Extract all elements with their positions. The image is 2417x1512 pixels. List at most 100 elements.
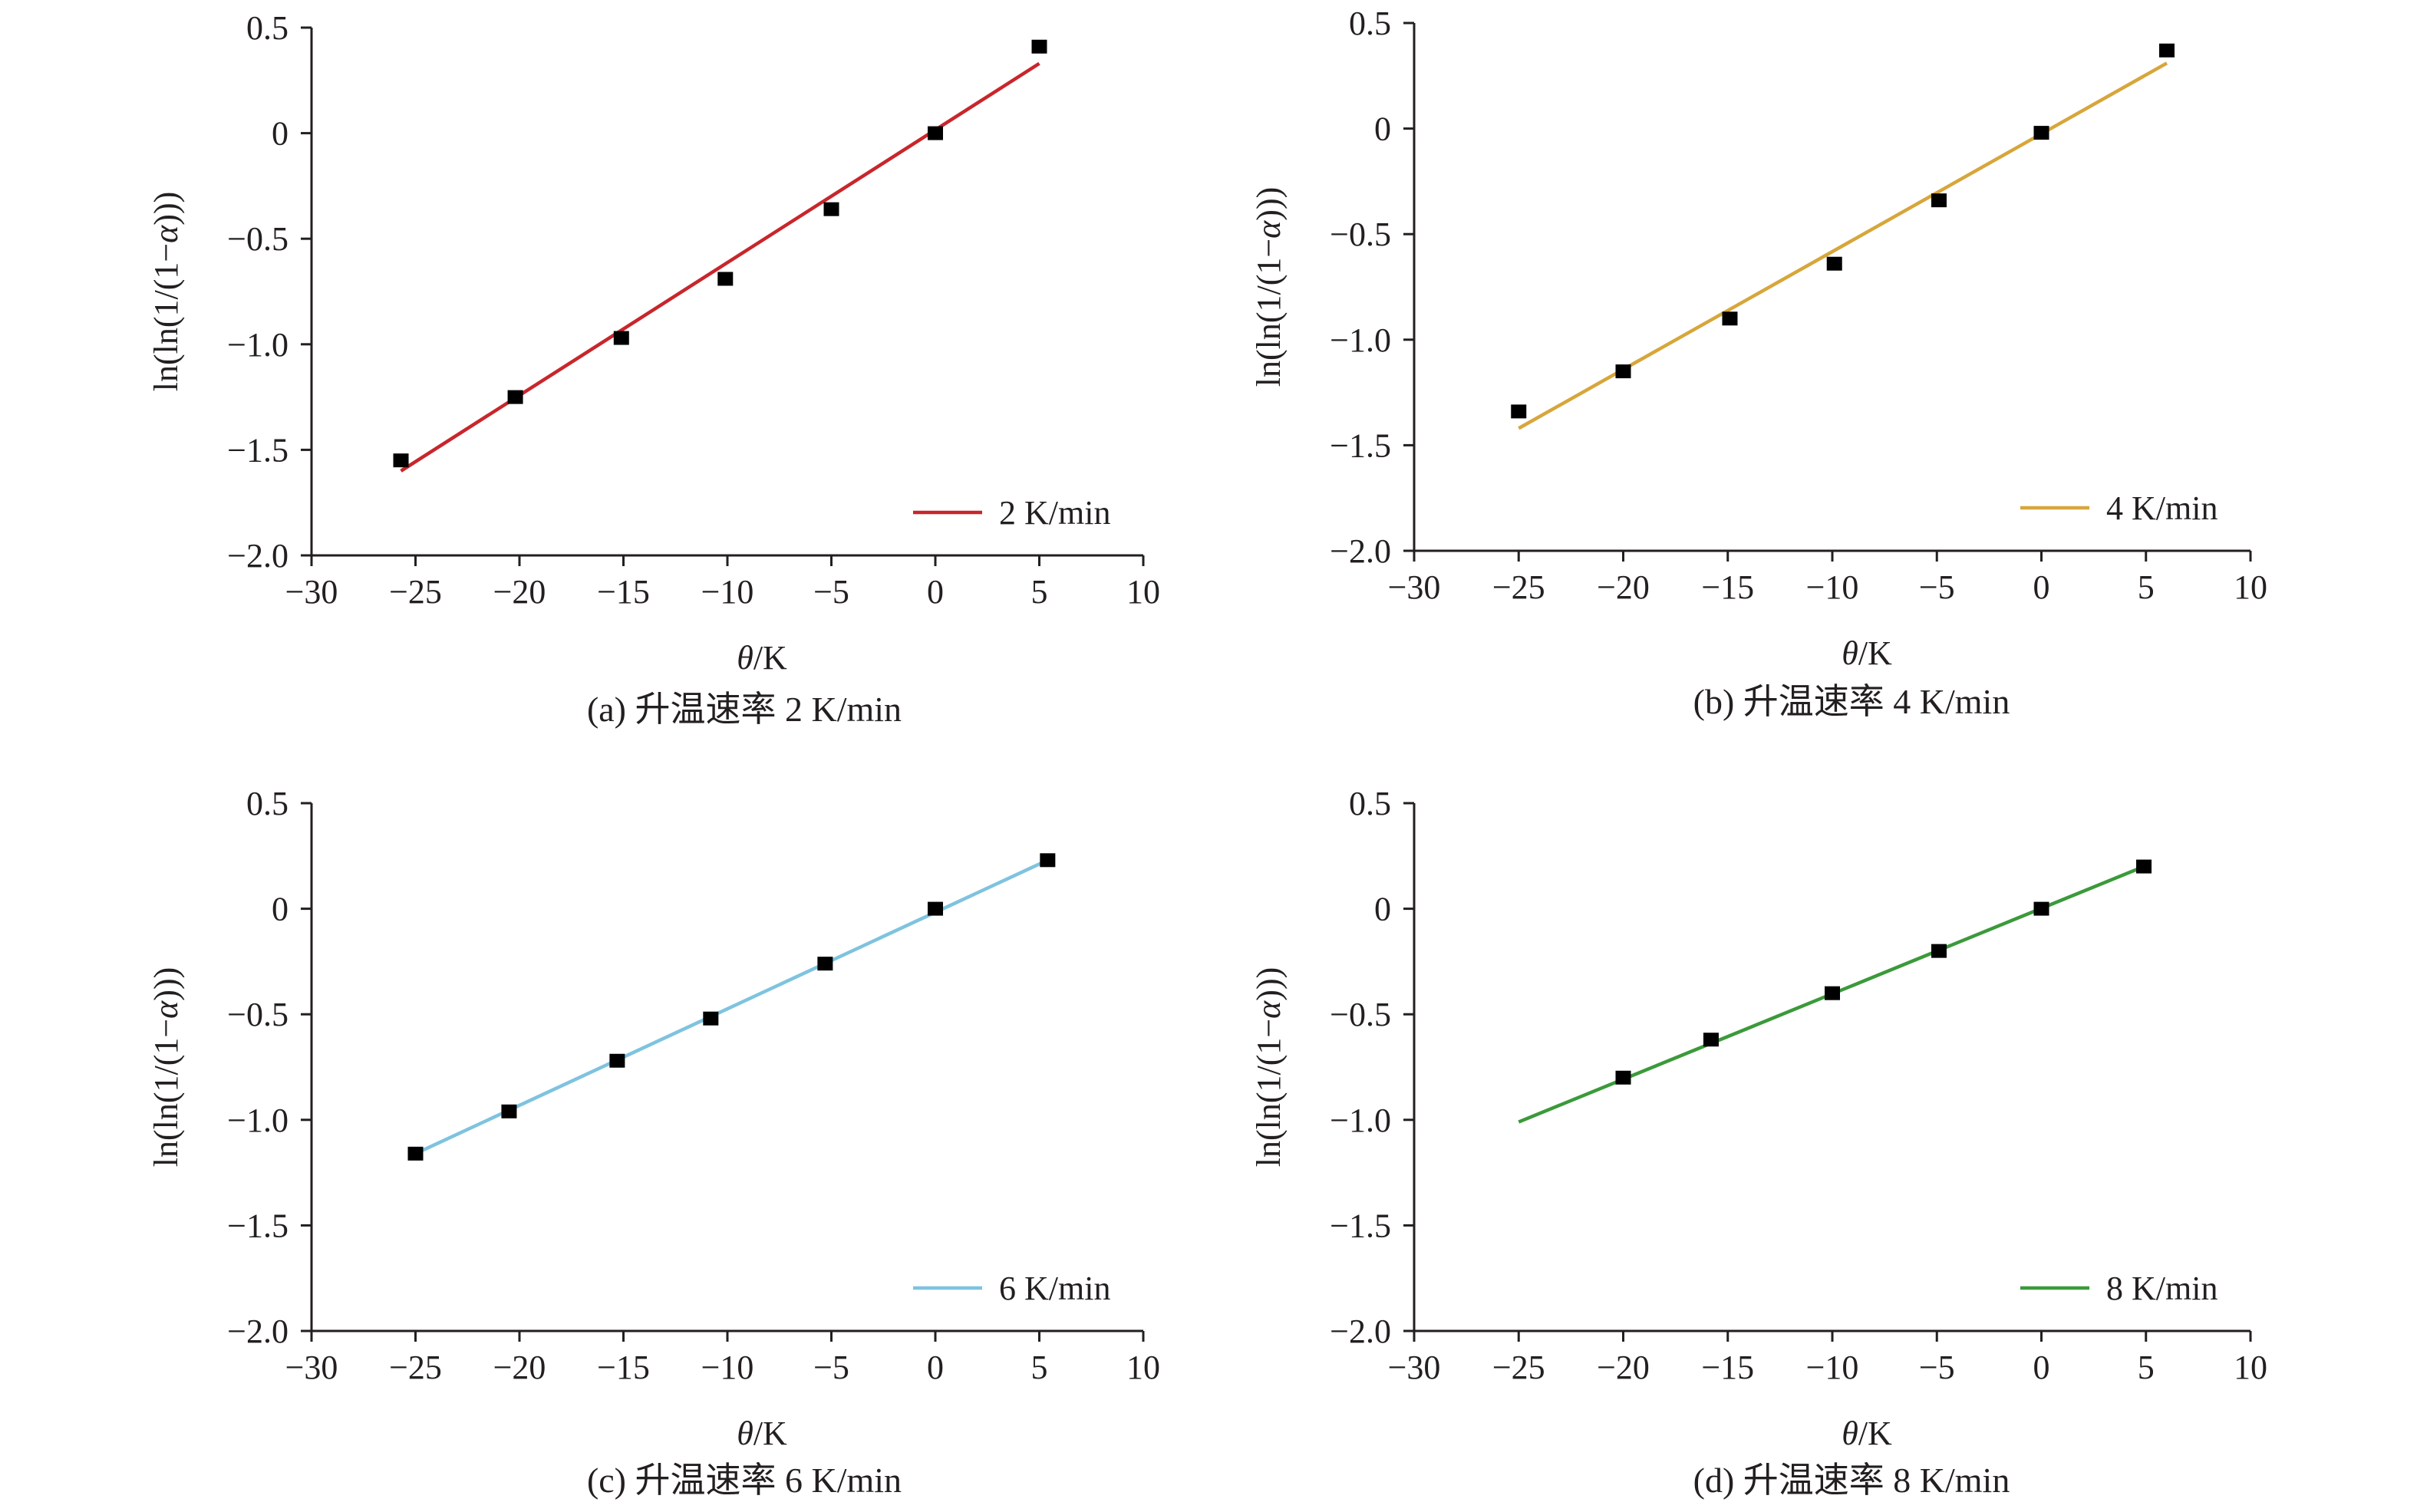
y-tick-label: −2.0 — [1330, 532, 1391, 570]
x-tick-label: −30 — [1388, 1349, 1441, 1386]
y-tick-label: −1.0 — [227, 326, 289, 364]
x-tick-label: −5 — [813, 573, 849, 611]
data-point — [823, 202, 839, 216]
x-tick-label: −15 — [1701, 1349, 1754, 1386]
data-point — [703, 1011, 719, 1026]
y-axis-label: ln(ln(1/(1−α))) — [147, 967, 185, 1168]
data-point — [928, 901, 943, 916]
x-axis-label: θ/K — [737, 1415, 787, 1452]
chart-panel-c: 0.5 0 −0.5 −1.0 −1.5 −2.0−30 −25 −20 −15 −10 −5 0 5 1… — [147, 785, 1160, 1500]
data-point — [1826, 256, 1842, 271]
legend-label: 4 K/min — [2106, 489, 2218, 527]
panel-caption: (b) 升温速率 4 K/min — [1693, 682, 2010, 721]
chart-panel-a: 0.5 0 −0.5 −1.0 −1.5 −2.0−30 −25 −20 −15 −10 −5 0 5 1… — [147, 9, 1160, 729]
y-tick-label: 0.5 — [246, 9, 289, 47]
x-tick-label: −25 — [389, 573, 442, 611]
y-tick-label: −2.0 — [1330, 1313, 1391, 1350]
y-tick-label: −1.0 — [1330, 321, 1391, 359]
data-point — [407, 1146, 424, 1161]
x-tick-label: −10 — [1806, 568, 1859, 606]
x-tick-label: −30 — [285, 573, 338, 611]
x-tick-label: −20 — [1597, 568, 1650, 606]
panel-caption: (a) 升温速率 2 K/min — [587, 690, 902, 729]
y-tick-label: 0 — [1374, 891, 1391, 928]
data-point — [2159, 43, 2175, 58]
x-tick-label: −10 — [1806, 1349, 1859, 1386]
x-tick-label: 10 — [1126, 1349, 1160, 1386]
legend-label: 6 K/min — [999, 1270, 1110, 1307]
y-tick-label: −0.5 — [1330, 216, 1391, 253]
y-tick-label: −2.0 — [227, 1313, 289, 1350]
fit-line — [400, 61, 1040, 473]
data-point — [717, 272, 734, 286]
x-tick-label: −20 — [493, 1349, 546, 1386]
y-tick-label: 0 — [1374, 110, 1391, 148]
x-tick-label: −20 — [493, 573, 546, 611]
x-tick-label: 0 — [927, 1349, 944, 1386]
y-tick-label: 0.5 — [1349, 5, 1391, 42]
panel-caption: (c) 升温速率 6 K/min — [587, 1461, 902, 1500]
x-tick-label: 10 — [2234, 1349, 2267, 1386]
y-tick-label: −0.5 — [227, 996, 289, 1033]
x-tick-label: 5 — [1031, 1349, 1048, 1386]
x-tick-label: −15 — [597, 1349, 650, 1386]
y-tick-label: 0.5 — [1349, 785, 1391, 822]
x-tick-label: 5 — [1031, 573, 1048, 611]
legend-label: 2 K/min — [999, 494, 1110, 532]
data-point — [2033, 901, 2049, 916]
data-point — [817, 957, 833, 971]
y-tick-label: 0 — [272, 891, 289, 928]
x-tick-label: −15 — [1701, 568, 1754, 606]
data-point — [393, 453, 409, 468]
data-point — [928, 126, 943, 140]
x-tick-label: −5 — [1919, 1349, 1955, 1386]
y-axis-label: ln(ln(1/(1−α))) — [147, 192, 185, 392]
x-tick-label: 0 — [2033, 568, 2050, 606]
panel-caption: (d) 升温速率 8 K/min — [1693, 1461, 2010, 1500]
data-point — [2136, 859, 2152, 874]
y-tick-label: −0.5 — [1330, 996, 1391, 1033]
y-tick-label: −1.5 — [227, 1207, 289, 1244]
data-point — [1825, 986, 1840, 1000]
y-tick-label: −1.5 — [1330, 1207, 1391, 1244]
data-point — [1931, 944, 1947, 958]
chart-panel-b: 0.5 0 −0.5 −1.0 −1.5 −2.0−30 −25 −20 −15 −10 −5 0 5 1… — [1250, 5, 2267, 721]
x-tick-label: −25 — [1492, 568, 1545, 606]
y-tick-label: −1.0 — [227, 1102, 289, 1139]
x-tick-label: −5 — [1919, 568, 1955, 606]
x-axis-label: θ/K — [737, 639, 787, 677]
y-tick-label: −1.5 — [227, 431, 289, 469]
data-point — [2033, 126, 2049, 140]
x-tick-label: −10 — [701, 573, 754, 611]
x-tick-label: −25 — [1492, 1349, 1545, 1386]
x-tick-label: −15 — [597, 573, 650, 611]
data-point — [1615, 1070, 1631, 1085]
data-point — [1511, 404, 1527, 419]
x-tick-label: 0 — [2033, 1349, 2050, 1386]
chart-panel-d: 0.5 0 −0.5 −1.0 −1.5 −2.0−30 −25 −20 −15 −10 −5 0 5 1… — [1250, 785, 2267, 1500]
x-tick-label: 5 — [2138, 568, 2155, 606]
data-point — [501, 1104, 517, 1118]
data-point — [1931, 193, 1947, 208]
y-tick-label: −1.5 — [1330, 427, 1391, 464]
y-tick-label: 0.5 — [246, 785, 289, 822]
y-axis-label: ln(ln(1/(1−α))) — [1250, 187, 1288, 387]
x-tick-label: 10 — [2234, 568, 2267, 606]
y-axis-label: ln(ln(1/(1−α))) — [1250, 967, 1288, 1168]
y-tick-label: −0.5 — [227, 220, 289, 258]
x-tick-label: 10 — [1126, 573, 1160, 611]
x-tick-label: 5 — [2138, 1349, 2155, 1386]
x-axis-label: θ/K — [1842, 634, 1892, 672]
data-point — [1040, 853, 1056, 868]
x-tick-label: −20 — [1597, 1349, 1650, 1386]
y-tick-label: −1.0 — [1330, 1102, 1391, 1139]
data-point — [613, 331, 629, 345]
y-tick-label: −2.0 — [227, 537, 289, 575]
data-point — [1615, 364, 1631, 379]
x-tick-label: −30 — [285, 1349, 338, 1386]
legend-label: 8 K/min — [2106, 1270, 2218, 1307]
data-point — [507, 390, 523, 404]
y-tick-label: 0 — [272, 115, 289, 153]
data-point — [609, 1053, 625, 1068]
